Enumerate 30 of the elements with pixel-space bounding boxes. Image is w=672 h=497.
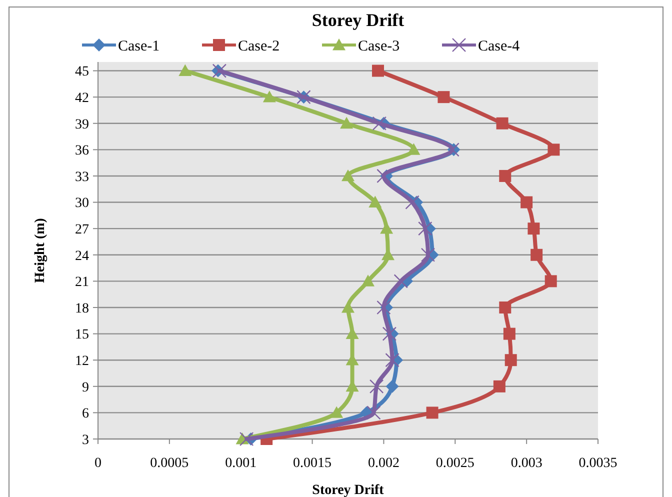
y-tick-label: 42	[75, 90, 89, 106]
legend-label: Case-1	[118, 38, 160, 54]
legend-label: Case-3	[358, 38, 400, 54]
y-tick-label: 30	[75, 196, 89, 212]
y-tick-label: 6	[82, 406, 89, 422]
y-tick-label: 33	[75, 170, 89, 185]
y-tick-label: 12	[75, 354, 89, 369]
x-tick-label: 0.003	[510, 456, 542, 471]
y-tick-label: 24	[75, 248, 89, 264]
y-tick-label: 39	[75, 117, 89, 132]
y-tick-label: 45	[75, 64, 89, 80]
y-tick-label: 3	[82, 432, 89, 448]
x-tick-label: 0.0005	[150, 456, 189, 471]
x-tick-label: 0	[94, 456, 102, 471]
y-tick-label: 36	[75, 144, 89, 159]
y-tick-label: 9	[82, 380, 89, 396]
x-axis-title: Storey Drift	[312, 483, 384, 497]
y-tick-label: 15	[75, 328, 89, 343]
y-tick-label: 21	[75, 275, 89, 290]
x-tick-label: 0.0015	[293, 456, 332, 471]
y-tick-label: 18	[75, 301, 89, 316]
x-tick-label: 0.0025	[436, 456, 474, 471]
x-tick-label: 0.001	[225, 456, 257, 471]
chart-title: Storey Drift	[312, 10, 404, 30]
y-tick-label: 27	[75, 222, 89, 238]
legend-label: Case-2	[238, 38, 280, 54]
x-tick-label: 0.002	[368, 456, 400, 471]
y-axis-title: Height (m)	[33, 218, 48, 283]
x-tick-label: 0.0035	[578, 456, 618, 471]
legend-label: Case-4	[478, 38, 520, 54]
